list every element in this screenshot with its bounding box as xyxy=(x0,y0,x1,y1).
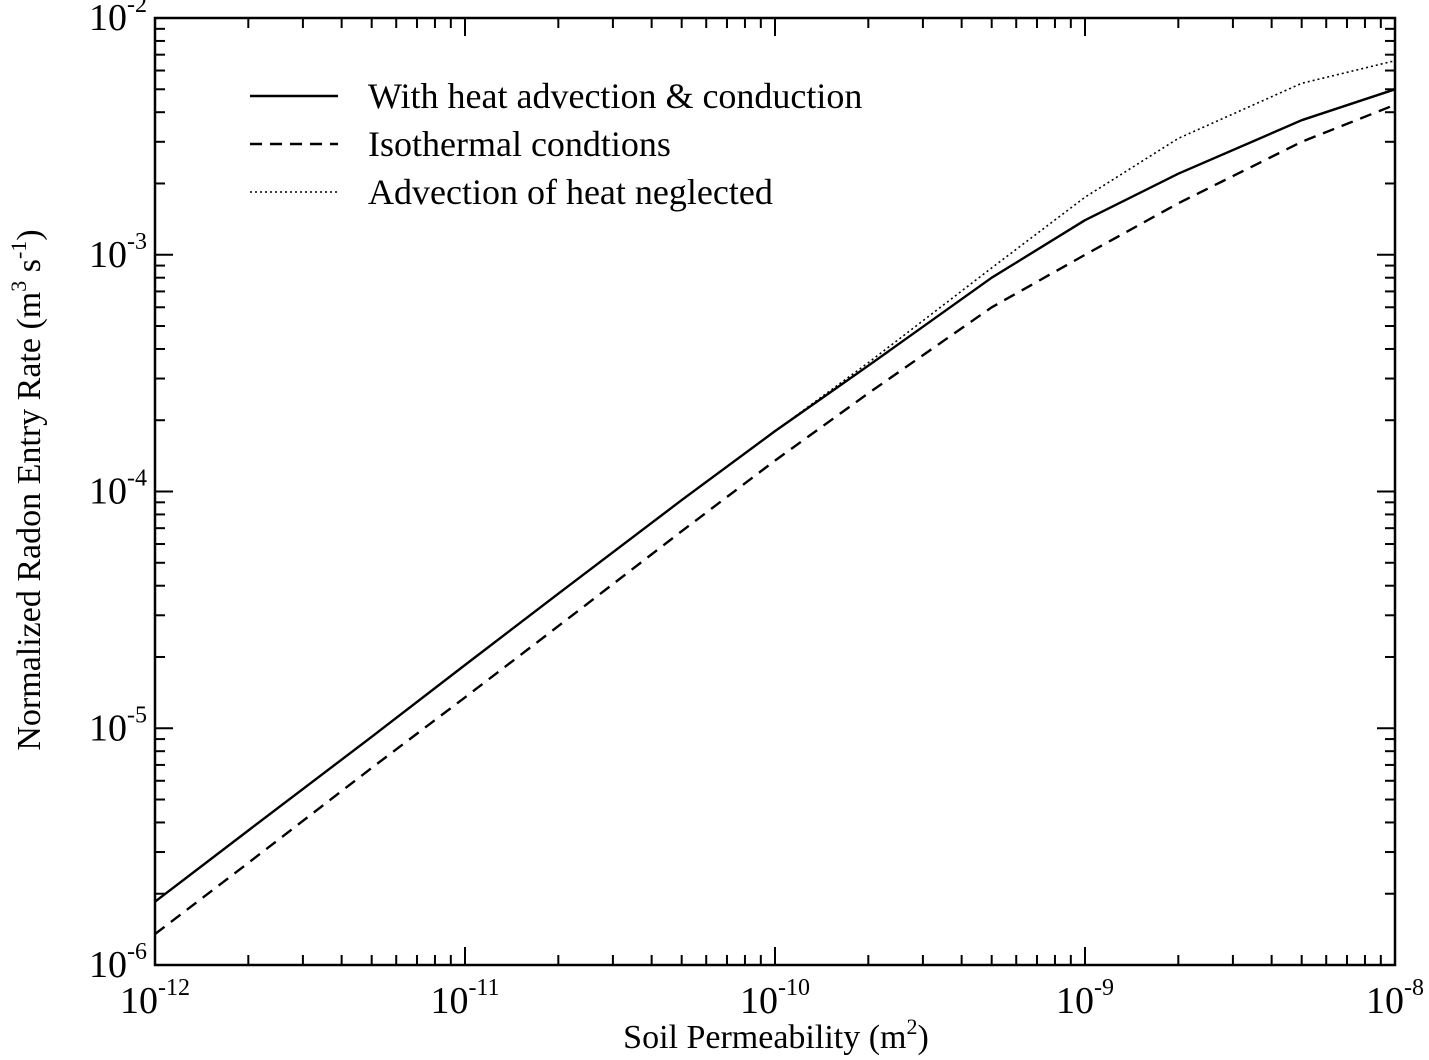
series-line-solid xyxy=(154,88,1396,903)
y-tick-base: 10 xyxy=(89,707,127,749)
x-tick-label: 10-11 xyxy=(430,975,499,1022)
y-tick-exponent: -6 xyxy=(127,939,147,965)
x-tick-exponent: -12 xyxy=(158,975,190,1001)
x-axis-label-close: ) xyxy=(917,1019,928,1056)
y-axis-label-sup2: -1 xyxy=(6,241,31,259)
y-tick-label: 10-3 xyxy=(89,229,147,276)
x-tick-exponent: -10 xyxy=(778,975,810,1001)
y-tick-base: 10 xyxy=(89,471,127,513)
x-tick-base: 10 xyxy=(1366,980,1404,1022)
x-tick-exponent: -8 xyxy=(1404,975,1424,1001)
legend-label: With heat advection & conduction xyxy=(368,76,862,116)
x-tick-base: 10 xyxy=(120,980,158,1022)
tick-labels: 10-12 10-11 10-10 10-9 10-810-610-510-410-31… xyxy=(89,0,1424,1022)
y-tick-label: 10-2 xyxy=(89,0,147,39)
x-tick-base: 10 xyxy=(740,980,778,1022)
y-tick-base: 10 xyxy=(89,0,127,39)
x-tick-label: 10-12 xyxy=(120,975,190,1022)
axis-ticks xyxy=(154,18,1395,966)
y-tick-exponent: -3 xyxy=(127,229,147,255)
legend-label: Isothermal condtions xyxy=(368,124,671,164)
y-axis-label-mid: s xyxy=(11,259,48,281)
x-tick-exponent: -9 xyxy=(1094,975,1114,1001)
legend-label: Advection of heat neglected xyxy=(368,172,773,212)
y-tick-exponent: -2 xyxy=(127,0,147,18)
y-tick-label: 10-5 xyxy=(89,702,147,749)
series-line-dashed xyxy=(154,103,1396,936)
x-tick-label: 10-9 xyxy=(1056,975,1114,1022)
x-tick-label: 10-10 xyxy=(740,975,810,1022)
plot-frame xyxy=(153,16,1397,967)
y-axis-label-main: Normalized Radon Entry Rate (m xyxy=(11,292,48,751)
y-tick-base: 10 xyxy=(89,234,127,276)
x-axis-label: Soil Permeability (m2) xyxy=(623,1014,929,1056)
y-axis-label-sup1: 3 xyxy=(6,281,31,292)
x-tick-base: 10 xyxy=(1056,980,1094,1022)
y-axis-label-close: ) xyxy=(11,229,48,240)
series-line-dotted xyxy=(774,59,1396,432)
legend: With heat advection & conduction Isotherm… xyxy=(250,76,862,212)
x-tick-base: 10 xyxy=(430,980,468,1022)
y-tick-label: 10-4 xyxy=(89,466,147,513)
x-tick-label: 10-8 xyxy=(1366,975,1424,1022)
x-axis-label-sup: 2 xyxy=(906,1014,917,1039)
y-tick-exponent: -4 xyxy=(127,466,147,492)
y-tick-exponent: -5 xyxy=(127,702,147,728)
x-tick-exponent: -11 xyxy=(468,975,499,1001)
y-tick-base: 10 xyxy=(89,944,127,986)
series-lines xyxy=(154,59,1396,936)
y-axis-label: Normalized Radon Entry Rate (m3 s-1) xyxy=(6,229,48,750)
x-axis-label-main: Soil Permeability (m xyxy=(623,1019,906,1056)
y-tick-label: 10-6 xyxy=(89,939,147,986)
